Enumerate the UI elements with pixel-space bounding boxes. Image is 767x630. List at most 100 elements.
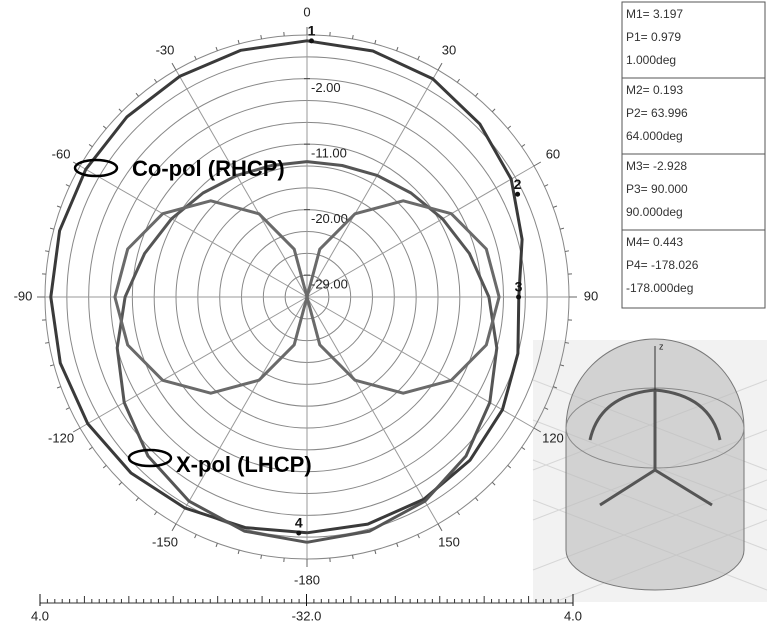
scale-bar-label: 4.0 <box>564 608 582 623</box>
outer-tick <box>57 206 61 207</box>
outer-tick <box>103 126 106 129</box>
outer-tick <box>492 482 495 485</box>
outer-tick <box>553 206 557 207</box>
outer-tick <box>195 56 197 60</box>
outer-tick <box>457 512 459 515</box>
marker-label: 4 <box>295 515 303 531</box>
marker-readout: P1= 0.979 <box>626 30 681 44</box>
angle-tick-label: -60 <box>52 146 71 161</box>
grid-spoke <box>176 297 307 524</box>
outer-tick <box>522 144 525 146</box>
radial-tick-label: -2.00 <box>311 80 341 95</box>
outer-tick <box>57 387 61 388</box>
outer-tick <box>534 162 541 166</box>
outer-tick <box>397 543 398 547</box>
outer-tick <box>397 47 398 51</box>
angle-tick-label: 60 <box>546 146 560 161</box>
outer-tick <box>522 447 525 449</box>
outer-tick <box>195 534 197 538</box>
marker-readout: P4= -178.026 <box>626 258 699 272</box>
marker-readout: -178.000deg <box>626 281 693 295</box>
outer-tick <box>418 534 420 538</box>
angle-tick-label: -90 <box>14 288 33 303</box>
scale-bar-label: 4.0 <box>31 608 49 623</box>
marker-readout: P3= 90.000 <box>626 182 688 196</box>
radial-tick-label: -20.00 <box>311 211 348 226</box>
outer-tick <box>66 185 70 187</box>
outer-tick <box>136 93 139 96</box>
outer-tick <box>45 342 49 343</box>
outer-tick <box>565 342 569 343</box>
outer-tick <box>492 109 495 112</box>
outer-tick <box>475 93 478 96</box>
outer-tick <box>475 498 478 501</box>
inset-3d-view: z <box>533 339 767 602</box>
annotation: Co-pol (RHCP) <box>132 156 285 181</box>
outer-tick <box>119 482 122 485</box>
marker-readout: 90.000deg <box>626 205 683 219</box>
outer-tick <box>50 365 54 366</box>
outer-tick <box>375 40 376 44</box>
outer-tick <box>238 40 239 44</box>
outer-tick <box>261 555 262 559</box>
annotation: X-pol (LHCP) <box>176 452 312 477</box>
grid-spoke <box>307 297 438 524</box>
outer-tick <box>216 47 217 51</box>
grid-spoke <box>307 297 534 428</box>
marker-point <box>309 38 314 43</box>
grid-spoke <box>80 166 307 297</box>
outer-tick <box>508 465 511 468</box>
outer-tick <box>103 465 106 468</box>
grid-spoke <box>80 297 307 428</box>
marker-point <box>516 295 521 300</box>
marker-point <box>296 530 301 535</box>
outer-tick <box>457 79 459 82</box>
outer-tick <box>136 498 139 501</box>
grid-spoke <box>176 70 307 297</box>
marker-point <box>515 192 520 197</box>
outer-tick <box>438 524 442 531</box>
marker-readout: M2= 0.193 <box>626 83 683 97</box>
outer-tick <box>89 144 92 146</box>
outer-tick <box>172 524 176 531</box>
outer-tick <box>508 126 511 129</box>
radial-tick-label: -29.00 <box>311 277 348 292</box>
annotation-ellipse <box>75 160 117 176</box>
angle-tick-label: 150 <box>438 534 460 549</box>
outer-tick <box>66 408 70 410</box>
outer-tick <box>565 251 569 252</box>
marker-readout: 64.000deg <box>626 129 683 143</box>
angle-tick-label: -150 <box>152 534 178 549</box>
outer-tick <box>216 543 217 547</box>
outer-tick <box>89 447 92 449</box>
outer-tick <box>560 228 564 229</box>
scale-bar-label: -32.0 <box>292 608 322 623</box>
radial-tick-label: -11.00 <box>311 146 347 161</box>
angle-tick-label: -120 <box>48 430 74 445</box>
outer-tick <box>418 56 420 60</box>
outer-tick <box>544 185 548 187</box>
outer-tick <box>352 35 353 39</box>
outer-tick <box>438 63 442 70</box>
outer-tick <box>261 35 262 39</box>
marker-label: 3 <box>515 279 523 295</box>
polar-plot: 0306090120150-180-150-120-90-60-30-2.00-… <box>14 4 599 623</box>
marker-label: 1 <box>308 23 316 39</box>
outer-tick <box>73 428 80 432</box>
outer-tick <box>238 550 239 554</box>
marker-label: 2 <box>514 176 522 192</box>
inset-axis-letter: z <box>659 341 664 351</box>
angle-tick-label: 30 <box>442 42 456 57</box>
marker-readout: M1= 3.197 <box>626 7 683 21</box>
angle-tick-label: -30 <box>156 42 175 57</box>
outer-tick <box>119 109 122 112</box>
angle-tick-label: 0 <box>303 4 310 19</box>
marker-readout: M4= 0.443 <box>626 235 683 249</box>
outer-tick <box>352 555 353 559</box>
angle-tick-label: 120 <box>542 430 564 445</box>
marker-readout: P2= 63.996 <box>626 106 688 120</box>
outer-tick <box>154 512 156 515</box>
outer-tick <box>154 79 156 82</box>
angle-tick-label: 90 <box>584 288 598 303</box>
outer-tick <box>172 63 176 70</box>
